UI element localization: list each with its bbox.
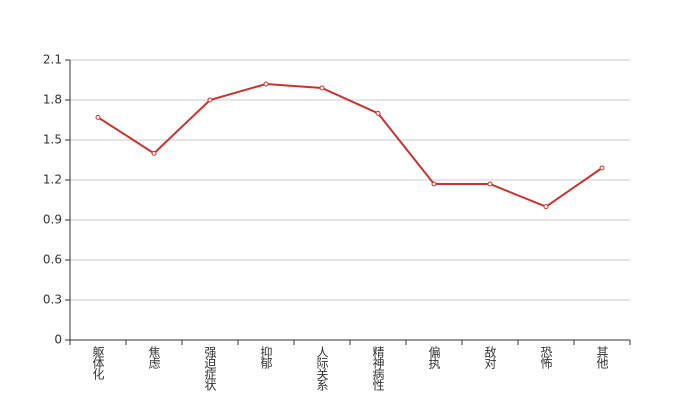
point [431, 181, 437, 187]
point [151, 150, 157, 156]
y-tick-label: 1.5 [43, 133, 62, 147]
point [263, 81, 269, 87]
y-tick-label: 0.6 [43, 253, 62, 267]
y-tick-label: 1.2 [43, 173, 62, 187]
x-tick-label: 强迫症状 [203, 346, 217, 391]
x-tick-label: 抑郁 [259, 345, 273, 370]
x-tick-label: 人际关系 [315, 346, 329, 391]
x-tick-label: 其他 [595, 346, 609, 369]
x-tick-label: 焦虑 [147, 346, 161, 369]
point [599, 165, 605, 171]
y-tick-label: 2.1 [43, 53, 62, 67]
y-tick-label: 1.8 [43, 93, 62, 107]
x-tick-label: 敌对 [483, 345, 497, 369]
x-tick-label: 躯体化 [91, 345, 105, 381]
x-tick-label: 精神病性 [371, 346, 385, 392]
x-tick-label: 恐怖 [539, 346, 553, 369]
point [375, 110, 381, 116]
y-tick-label: 0.9 [43, 213, 62, 227]
x-tick-label: 偏执 [427, 345, 441, 370]
point [319, 85, 325, 91]
point [207, 97, 213, 103]
point [95, 114, 101, 120]
line [97, 82, 603, 208]
y-tick-label: 0 [54, 333, 62, 347]
point [487, 181, 493, 187]
y-tick-label: 0.3 [43, 293, 62, 307]
point [543, 204, 549, 210]
